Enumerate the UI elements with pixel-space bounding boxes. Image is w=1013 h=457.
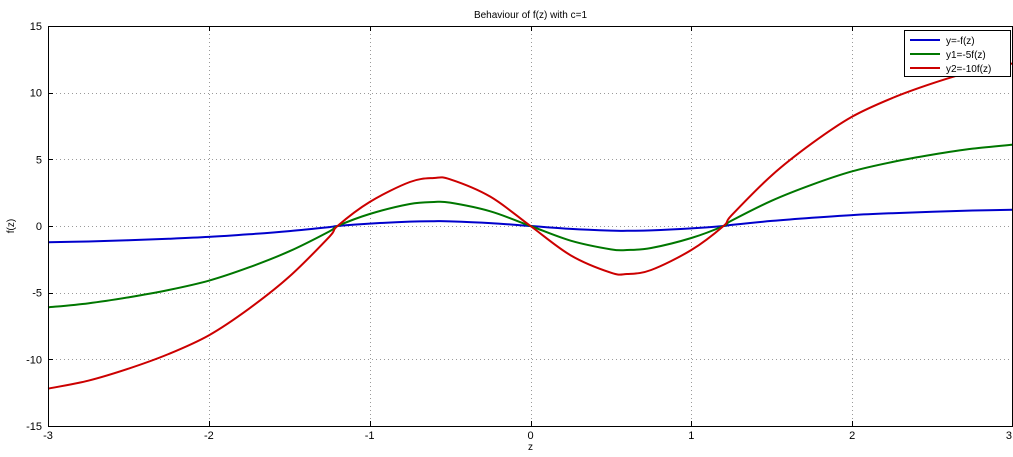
x-tick-label: -2 [204, 430, 214, 442]
legend-entry-y: y=-f(z) [910, 36, 975, 47]
y-tick-label: 15 [30, 21, 42, 33]
x-tick-label: -3 [43, 430, 53, 442]
x-tick-label: 2 [849, 430, 855, 442]
y-tick-label: 0 [36, 221, 42, 233]
legend-label: y2=-10f(z) [946, 64, 991, 75]
x-axis-label: z [528, 442, 533, 452]
y-axis-label: f(z) [6, 219, 17, 233]
x-tick-label: 0 [527, 430, 533, 442]
y-tick-label: -15 [26, 421, 42, 433]
x-tick-label: 1 [688, 430, 694, 442]
y-tick-label: 10 [30, 88, 42, 100]
legend-label: y1=-5f(z) [946, 50, 986, 61]
series-lines [47, 62, 1013, 390]
legend-entry-y1: y1=-5f(z) [910, 50, 986, 61]
y-tick-label: -5 [32, 288, 42, 300]
x-tick-label: -1 [365, 430, 375, 442]
y-tick-label: 5 [36, 154, 42, 166]
x-tick-label: 3 [1006, 430, 1012, 442]
legend: y=-f(z) y1=-5f(z) y2=-10f(z) [904, 30, 1011, 77]
series-y2-line [47, 62, 1013, 390]
legend-label: y=-f(z) [946, 36, 975, 47]
chart-title: Behaviour of f(z) with c=1 [474, 10, 588, 21]
y-tick-label: -10 [26, 354, 42, 366]
legend-entry-y2: y2=-10f(z) [910, 64, 991, 75]
